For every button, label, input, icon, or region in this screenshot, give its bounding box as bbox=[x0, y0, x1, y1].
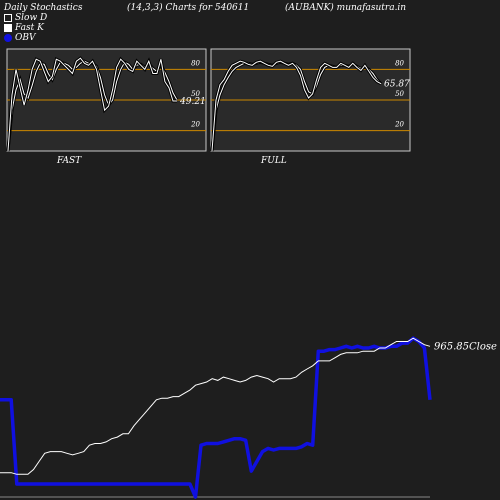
ytick-label: 20 bbox=[190, 121, 200, 129]
close-value-label: 965.85Close bbox=[434, 341, 497, 352]
legend-slow-d-label: Slow D bbox=[15, 13, 48, 23]
ytick-label: 50 bbox=[395, 90, 404, 98]
legend-slow-d: Slow D bbox=[4, 13, 47, 23]
close-line bbox=[0, 337, 431, 475]
last-value-label: 65.87 bbox=[384, 80, 410, 90]
fast-k-swatch-icon bbox=[4, 24, 12, 32]
ytick-label: 50 bbox=[191, 90, 200, 98]
obv-line bbox=[0, 336, 432, 499]
legend-fast-k-label: Fast K bbox=[15, 23, 44, 33]
chart-symbol: (AUBANK) munafasutra.in bbox=[285, 3, 407, 13]
obv-panel: 965.85Close bbox=[0, 336, 497, 499]
ytick-label: 20 bbox=[394, 121, 404, 129]
panel-title: FULL bbox=[260, 156, 287, 166]
ytick-label: 80 bbox=[191, 59, 200, 67]
legend-obv-label: OBV bbox=[15, 33, 36, 43]
legend-fast-k: Fast K bbox=[4, 23, 44, 33]
obv-swatch-icon bbox=[4, 34, 12, 42]
ytick-label: 80 bbox=[395, 59, 404, 67]
panel-title: FAST bbox=[56, 156, 82, 166]
series-line-fast-k bbox=[211, 60, 382, 152]
slow-d-swatch-icon bbox=[4, 14, 12, 22]
series-line-fast-k bbox=[7, 57, 177, 152]
chart-title: Daily Stochastics bbox=[4, 3, 83, 13]
legend-obv: OBV bbox=[4, 33, 36, 43]
last-value-label: 49.21 bbox=[179, 97, 206, 107]
chart-params: (14,3,3) Charts for 540611 bbox=[127, 3, 250, 13]
fast-panel: 80 50 20 49.21 FAST bbox=[6, 48, 207, 166]
full-panel: 80 50 20 65.87 FULL bbox=[210, 48, 411, 166]
